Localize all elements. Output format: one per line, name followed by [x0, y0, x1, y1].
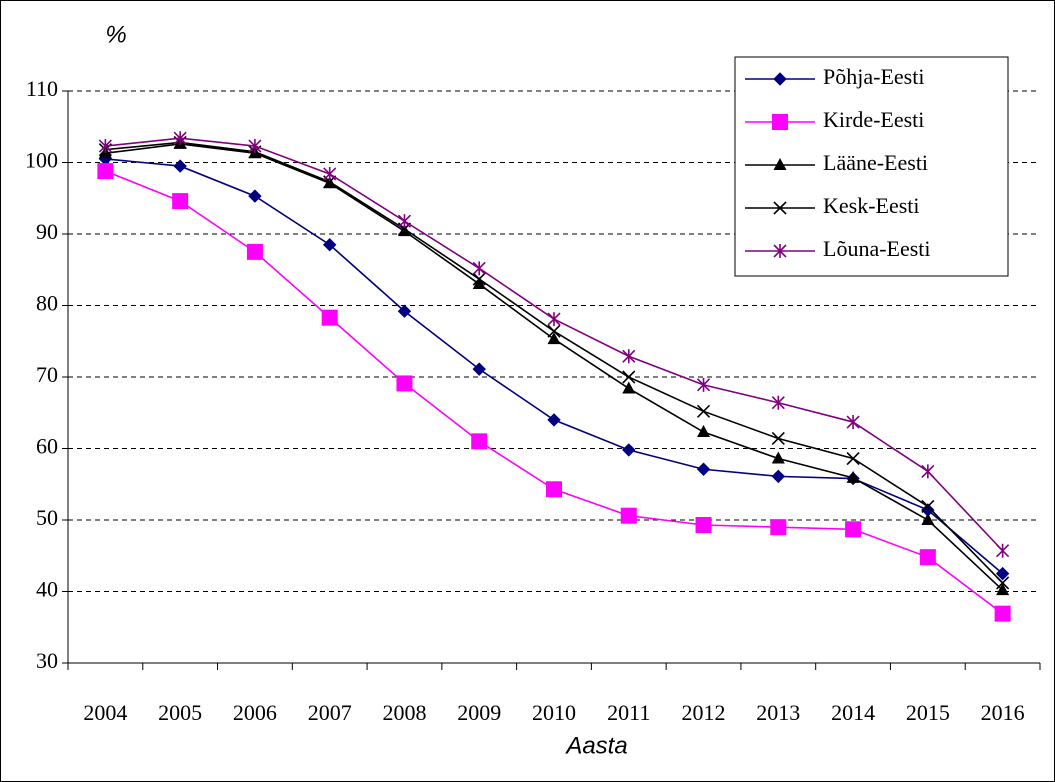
marker: [846, 470, 860, 483]
marker: [321, 309, 338, 326]
y-tick-label: 50: [36, 505, 58, 530]
y-tick-label: 80: [36, 291, 58, 316]
marker: [919, 549, 936, 566]
marker: [547, 324, 561, 338]
legend-label: Kesk-Eesti: [823, 193, 920, 218]
y-tick-label: 100: [25, 148, 58, 173]
marker: [696, 462, 711, 476]
y-tick-label: 90: [36, 219, 58, 244]
marker: [696, 377, 711, 392]
marker: [97, 163, 114, 180]
marker: [771, 431, 785, 446]
marker: [547, 413, 561, 427]
x-tick-label: 2006: [233, 700, 277, 725]
x-tick-label: 2010: [532, 700, 576, 725]
marker: [622, 349, 636, 364]
marker: [921, 464, 935, 479]
x-axis-title: Aasta: [564, 732, 627, 759]
y-tick-label: 30: [36, 648, 58, 673]
y-tick-label: 40: [36, 577, 58, 602]
legend-label: Lõuna-Eesti: [823, 236, 931, 261]
marker: [472, 362, 486, 376]
x-tick-label: 2009: [457, 700, 501, 725]
legend-marker: [773, 244, 787, 258]
x-tick-label: 2007: [308, 700, 352, 725]
legend-marker: [772, 114, 788, 130]
marker: [546, 481, 562, 498]
y-tick-label: 110: [26, 76, 58, 101]
legend-marker: [773, 158, 787, 170]
marker: [472, 272, 486, 286]
x-tick-label: 2016: [981, 700, 1025, 725]
legend-marker: [773, 72, 787, 86]
legend-label: Kirde-Eesti: [823, 107, 924, 132]
marker: [622, 370, 636, 384]
x-tick-label: 2012: [682, 700, 726, 725]
legend-label: Lääne-Eesti: [823, 150, 928, 175]
marker: [248, 189, 262, 203]
marker: [771, 451, 785, 464]
y-axis-title: %: [105, 21, 126, 48]
marker: [771, 469, 786, 484]
marker: [994, 605, 1011, 622]
marker: [173, 131, 187, 146]
marker: [622, 443, 636, 457]
marker: [248, 139, 262, 154]
marker: [996, 543, 1010, 558]
marker: [770, 519, 787, 536]
marker: [696, 404, 711, 418]
marker: [323, 166, 337, 181]
marker: [472, 277, 486, 290]
marker: [846, 415, 860, 430]
marker: [322, 238, 337, 252]
marker: [173, 159, 187, 173]
marker: [996, 583, 1010, 596]
marker: [396, 375, 413, 392]
marker: [397, 304, 412, 318]
marker: [697, 425, 711, 438]
marker: [547, 312, 561, 327]
marker: [921, 499, 935, 513]
x-tick-label: 2014: [831, 700, 875, 725]
legend-marker: [773, 201, 787, 215]
marker: [547, 332, 561, 345]
marker: [921, 513, 935, 525]
marker: [695, 517, 712, 534]
marker: [246, 243, 263, 260]
marker: [98, 139, 112, 154]
legend-label: Põhja-Eesti: [823, 64, 924, 89]
marker: [995, 566, 1010, 581]
marker: [397, 214, 412, 229]
marker: [845, 521, 862, 538]
x-tick-label: 2015: [906, 700, 950, 725]
marker: [472, 261, 486, 276]
marker: [622, 381, 636, 394]
marker: [172, 193, 189, 210]
marker: [771, 395, 785, 410]
y-tick-label: 70: [36, 362, 58, 387]
marker: [996, 576, 1010, 590]
y-tick-label: 60: [36, 434, 58, 459]
x-tick-label: 2013: [756, 700, 800, 725]
marker: [471, 433, 488, 450]
marker: [620, 507, 637, 524]
x-tick-label: 2011: [607, 700, 650, 725]
x-tick-label: 2005: [158, 700, 202, 725]
marker: [846, 451, 860, 466]
x-tick-label: 2008: [382, 700, 426, 725]
x-tick-label: 2004: [83, 700, 127, 725]
